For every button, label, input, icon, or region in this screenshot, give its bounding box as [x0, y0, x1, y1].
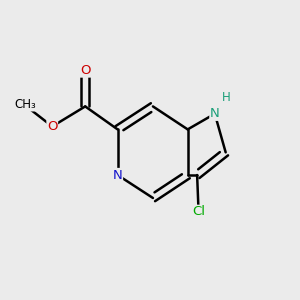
Text: H: H	[222, 92, 231, 104]
Text: N: N	[113, 169, 122, 182]
Text: N: N	[210, 107, 220, 120]
Text: O: O	[47, 120, 58, 133]
Text: CH₃: CH₃	[15, 98, 37, 111]
Text: Cl: Cl	[192, 205, 205, 218]
Text: O: O	[80, 64, 91, 77]
